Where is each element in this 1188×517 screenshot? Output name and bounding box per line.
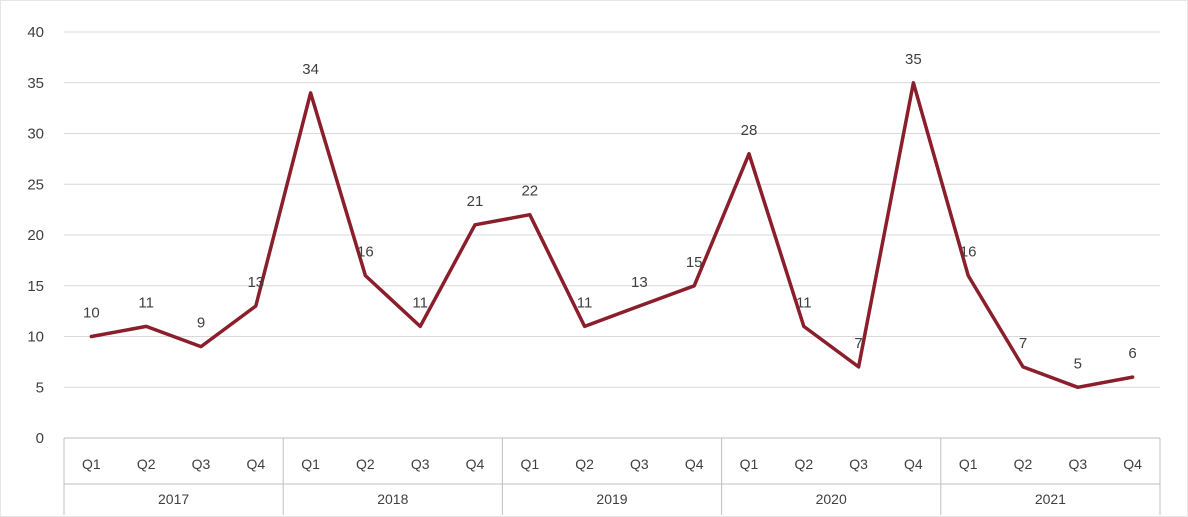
gridlines — [64, 31, 1160, 388]
y-tick-label: 25 — [27, 176, 44, 193]
data-label: 11 — [577, 294, 593, 311]
y-tick-label: 5 — [36, 379, 44, 396]
data-label: 6 — [1128, 345, 1136, 362]
y-tick-label: 0 — [36, 430, 44, 447]
series-line-layer — [89, 81, 1135, 390]
data-label: 22 — [521, 183, 538, 200]
year-label: 2021 — [1035, 491, 1066, 507]
x-tick-label: Q2 — [137, 456, 156, 472]
data-label: 13 — [631, 274, 648, 291]
x-tick-label: Q4 — [466, 456, 485, 472]
data-labels: 10 11 9 13 34 16 11 21 22 11 13 15 28 11 7 35 16 7 5 6 — [83, 51, 1137, 373]
y-axis-ticks: 0 5 10 15 20 25 30 35 40 — [27, 24, 44, 447]
x-tick-label: Q4 — [685, 456, 704, 472]
data-label: 11 — [796, 294, 812, 311]
x-tick-label: Q1 — [520, 456, 539, 472]
year-label: 2017 — [158, 491, 189, 507]
x-tick-label: Q4 — [1123, 456, 1142, 472]
x-tick-label: Q2 — [575, 456, 594, 472]
x-tick-label: Q4 — [904, 456, 923, 472]
data-label: 10 — [83, 305, 100, 322]
data-label: 28 — [741, 122, 758, 139]
data-label: 5 — [1074, 355, 1082, 372]
x-tick-label: Q3 — [192, 456, 211, 472]
year-label: 2018 — [377, 491, 408, 507]
x-tick-label: Q1 — [301, 456, 320, 472]
data-label: 7 — [1019, 335, 1027, 352]
year-label: 2020 — [816, 491, 847, 507]
data-label: 13 — [247, 274, 264, 291]
x-tick-label: Q2 — [794, 456, 813, 472]
data-label: 9 — [197, 315, 205, 332]
data-label: 34 — [302, 61, 319, 78]
x-tick-label: Q1 — [740, 456, 759, 472]
data-label: 35 — [905, 51, 922, 68]
x-tick-label: Q1 — [82, 456, 101, 472]
x-tick-label: Q3 — [1068, 456, 1087, 472]
year-label: 2019 — [596, 491, 627, 507]
data-label: 11 — [412, 294, 428, 311]
y-tick-label: 35 — [27, 75, 44, 92]
series-line — [89, 81, 1135, 390]
data-label: 11 — [138, 294, 154, 311]
x-tick-label: Q3 — [411, 456, 430, 472]
y-tick-label: 40 — [27, 24, 44, 41]
x-tick-label: Q2 — [1014, 456, 1033, 472]
y-tick-label: 20 — [27, 227, 44, 244]
y-tick-label: 10 — [27, 329, 44, 346]
x-tick-label: Q1 — [959, 456, 978, 472]
x-axis: Q1 Q2 Q3 Q4 2017 Q1 Q2 Q3 Q4 2018 Q1 Q2 Q3 Q4 2019 Q1 Q2… — [63, 437, 1161, 515]
x-tick-label: Q4 — [246, 456, 265, 472]
x-tick-label: Q3 — [849, 456, 868, 472]
data-label: 15 — [686, 254, 703, 271]
y-tick-label: 15 — [27, 278, 44, 295]
data-label: 7 — [854, 335, 862, 352]
x-tick-label: Q2 — [356, 456, 375, 472]
x-tick-label: Q3 — [630, 456, 649, 472]
y-tick-label: 30 — [27, 126, 44, 143]
data-label: 16 — [357, 244, 374, 261]
data-label: 16 — [960, 244, 977, 261]
data-label: 21 — [467, 193, 484, 210]
